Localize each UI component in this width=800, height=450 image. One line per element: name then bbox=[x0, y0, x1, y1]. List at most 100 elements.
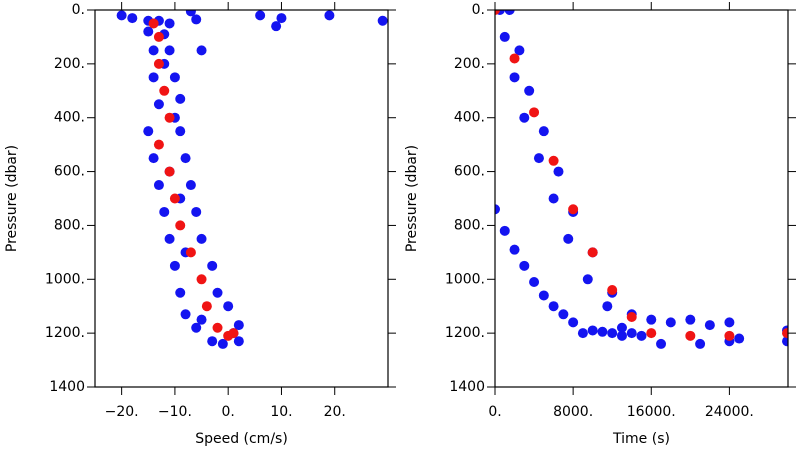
data-point bbox=[563, 233, 574, 244]
data-point bbox=[196, 45, 207, 56]
data-point bbox=[233, 336, 244, 347]
data-point bbox=[196, 314, 207, 325]
data-point bbox=[636, 330, 647, 341]
data-point bbox=[164, 166, 175, 177]
data-point bbox=[548, 155, 559, 166]
data-point bbox=[504, 10, 515, 15]
data-point bbox=[519, 112, 530, 123]
plot-frame bbox=[494, 9, 789, 388]
data-point bbox=[724, 317, 735, 328]
data-point bbox=[255, 10, 266, 21]
data-point bbox=[153, 31, 164, 42]
data-point bbox=[191, 322, 202, 333]
data-point bbox=[656, 338, 667, 349]
y-axis-label: Pressure (dbar) bbox=[4, 145, 20, 252]
x-tick-label: 16000. bbox=[627, 404, 676, 420]
data-point bbox=[685, 330, 696, 341]
y-tick-label: 0. bbox=[72, 2, 85, 18]
data-point bbox=[607, 285, 618, 296]
y-tick-label: 200. bbox=[454, 56, 485, 72]
data-point bbox=[665, 317, 676, 328]
data-point bbox=[159, 206, 170, 217]
data-point bbox=[185, 247, 196, 258]
data-point bbox=[558, 309, 569, 320]
data-point bbox=[148, 72, 159, 83]
data-point bbox=[704, 320, 715, 331]
plot-frame bbox=[94, 9, 389, 388]
data-point bbox=[495, 204, 500, 215]
data-point bbox=[324, 10, 335, 21]
data-point bbox=[159, 85, 170, 96]
data-point bbox=[175, 287, 186, 298]
data-point bbox=[587, 325, 598, 336]
data-point bbox=[685, 314, 696, 325]
data-point bbox=[212, 322, 223, 333]
data-point bbox=[143, 126, 154, 137]
data-point bbox=[548, 301, 559, 312]
data-point bbox=[153, 99, 164, 110]
y-tick-label: 1200. bbox=[445, 325, 485, 341]
x-tick-label: −20. bbox=[105, 404, 139, 420]
y-tick-label: 1400 bbox=[449, 379, 485, 395]
y-axis-label: Pressure (dbar) bbox=[404, 145, 420, 252]
y-tick-label: 1000. bbox=[45, 271, 85, 287]
data-point bbox=[568, 204, 579, 215]
data-point bbox=[164, 233, 175, 244]
data-point bbox=[196, 233, 207, 244]
data-point bbox=[626, 328, 637, 339]
data-point bbox=[169, 72, 180, 83]
x-tick-label: 24000. bbox=[705, 404, 754, 420]
data-point bbox=[577, 328, 588, 339]
data-point bbox=[207, 260, 218, 271]
data-point bbox=[148, 153, 159, 164]
x-axis-label: Speed (cm/s) bbox=[195, 431, 288, 447]
data-point bbox=[538, 290, 549, 301]
data-point bbox=[533, 153, 544, 164]
data-point bbox=[196, 274, 207, 285]
y-tick-label: 800. bbox=[54, 217, 85, 233]
data-point bbox=[185, 10, 196, 17]
data-point bbox=[153, 58, 164, 69]
data-point bbox=[169, 193, 180, 204]
data-point bbox=[646, 314, 657, 325]
data-point bbox=[143, 26, 154, 37]
data-point bbox=[695, 338, 706, 349]
data-point bbox=[724, 330, 735, 341]
data-point bbox=[568, 317, 579, 328]
y-tick-label: 1400 bbox=[49, 379, 85, 395]
data-point bbox=[495, 10, 500, 15]
data-point bbox=[626, 311, 637, 322]
data-point bbox=[587, 247, 598, 258]
data-point bbox=[509, 72, 520, 83]
y-tick-label: 200. bbox=[54, 56, 85, 72]
x-tick-label: 0. bbox=[222, 404, 235, 420]
y-tick-label: 1200. bbox=[45, 325, 85, 341]
data-point bbox=[646, 328, 657, 339]
data-point bbox=[217, 338, 228, 349]
data-point bbox=[191, 14, 202, 25]
data-point bbox=[499, 225, 510, 236]
data-point bbox=[164, 112, 175, 123]
data-point bbox=[276, 13, 287, 24]
data-point bbox=[153, 139, 164, 150]
data-point bbox=[271, 21, 282, 32]
data-point bbox=[782, 336, 788, 347]
data-point bbox=[116, 10, 127, 21]
data-point bbox=[191, 206, 202, 217]
data-point bbox=[519, 260, 530, 271]
y-tick-label: 600. bbox=[454, 164, 485, 180]
x-tick-label: 10. bbox=[270, 404, 292, 420]
data-point bbox=[616, 330, 627, 341]
data-point bbox=[734, 333, 745, 344]
x-tick-label: 8000. bbox=[553, 404, 593, 420]
data-point bbox=[548, 193, 559, 204]
data-point bbox=[233, 320, 244, 331]
data-point bbox=[377, 15, 388, 26]
panel: 0. 200. 400. 600. 800. 1000. 1200. 1400 −20. −10.… bbox=[4, 2, 396, 447]
data-point bbox=[538, 126, 549, 137]
data-point bbox=[185, 180, 196, 191]
data-point bbox=[524, 85, 535, 96]
data-point bbox=[180, 153, 191, 164]
x-tick-label: 20. bbox=[324, 404, 346, 420]
data-point bbox=[127, 13, 138, 24]
